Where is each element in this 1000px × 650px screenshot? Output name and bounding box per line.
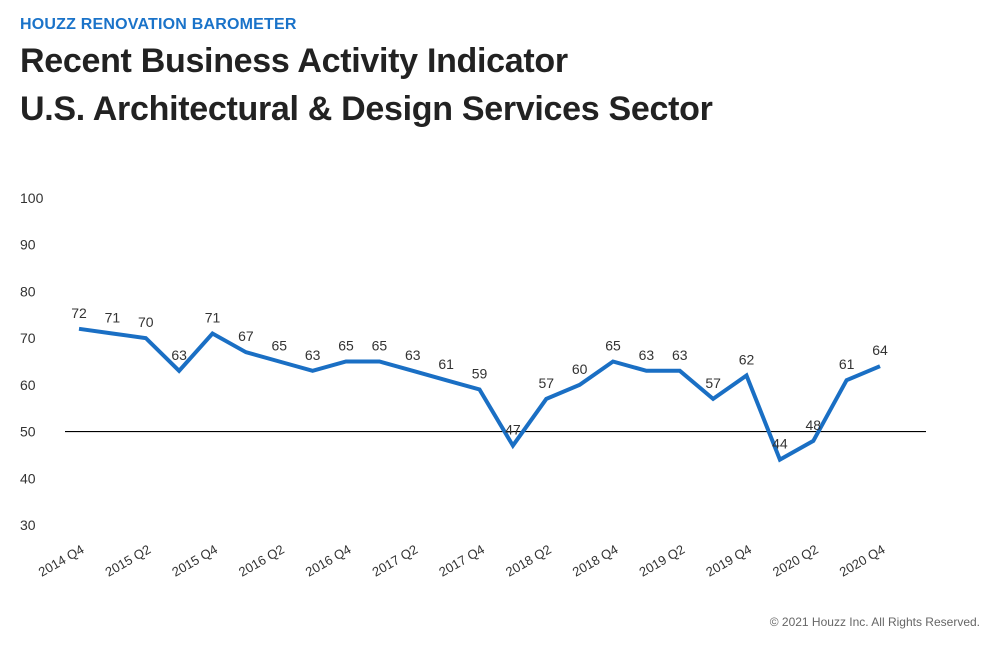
x-tick-label: 2019 Q2 (637, 542, 688, 580)
series-line (78, 326, 881, 463)
y-tick-label: 80 (20, 283, 36, 299)
x-tick-label: 2019 Q4 (703, 542, 754, 580)
data-label: 63 (305, 347, 321, 363)
data-label: 47 (505, 422, 521, 438)
chart-title-line-1: Recent Business Activity Indicator (20, 42, 568, 80)
x-tick-label: 2017 Q2 (370, 542, 421, 580)
series-group (78, 326, 881, 463)
y-tick-label: 40 (20, 470, 36, 486)
y-tick-label: 70 (20, 330, 36, 346)
x-tick-label: 2018 Q2 (503, 542, 554, 580)
data-label: 60 (572, 361, 588, 377)
data-label: 64 (872, 342, 888, 358)
y-tick-label: 60 (20, 377, 36, 393)
data-label: 61 (438, 356, 454, 372)
data-label: 72 (71, 305, 87, 321)
data-label: 65 (605, 338, 621, 354)
x-tick-label: 2016 Q4 (303, 542, 354, 580)
data-label: 61 (839, 356, 855, 372)
chart-title-line-2: U.S. Architectural & Design Services Sec… (20, 90, 713, 128)
data-label: 57 (538, 375, 554, 391)
data-label: 65 (372, 338, 388, 354)
data-label: 44 (772, 436, 788, 452)
data-label: 65 (271, 338, 287, 354)
data-label: 62 (739, 352, 755, 368)
data-label: 59 (472, 366, 488, 382)
data-label: 63 (171, 347, 187, 363)
y-tick-label: 90 (20, 237, 36, 253)
data-label: 71 (105, 309, 121, 325)
y-tick-label: 50 (20, 424, 36, 440)
data-label: 67 (238, 328, 254, 344)
data-label: 63 (639, 347, 655, 363)
data-label: 70 (138, 314, 154, 330)
x-tick-label: 2015 Q4 (169, 542, 220, 580)
data-label: 71 (205, 309, 221, 325)
kicker-label: HOUZZ RENOVATION BAROMETER (20, 16, 297, 33)
x-tick-label: 2020 Q2 (770, 542, 821, 580)
data-label: 57 (705, 375, 721, 391)
y-tick-label: 30 (20, 517, 36, 533)
x-tick-label: 2015 Q2 (103, 542, 154, 580)
y-axis: 30 40 50 60 70 80 90 100 (20, 190, 44, 533)
data-label: 48 (805, 417, 821, 433)
x-tick-label: 2020 Q4 (837, 542, 888, 580)
x-tick-label: 2016 Q2 (236, 542, 287, 580)
copyright-notice: © 2021 Houzz Inc. All Rights Reserved. (769, 615, 980, 629)
x-axis: 2014 Q4 2015 Q2 2015 Q4 2016 Q2 2016 Q4 2017 … (36, 542, 888, 580)
data-label: 63 (672, 347, 688, 363)
x-tick-label: 2017 Q4 (436, 542, 487, 580)
x-tick-label: 2018 Q4 (570, 542, 621, 580)
y-tick-label: 100 (20, 190, 44, 206)
data-label: 65 (338, 338, 354, 354)
data-labels: 72 71 70 63 71 67 65 63 65 65 63 61 59 47 57 60 65 63 63 57… (71, 305, 888, 452)
data-label: 63 (405, 347, 421, 363)
x-tick-label: 2014 Q4 (36, 542, 87, 580)
